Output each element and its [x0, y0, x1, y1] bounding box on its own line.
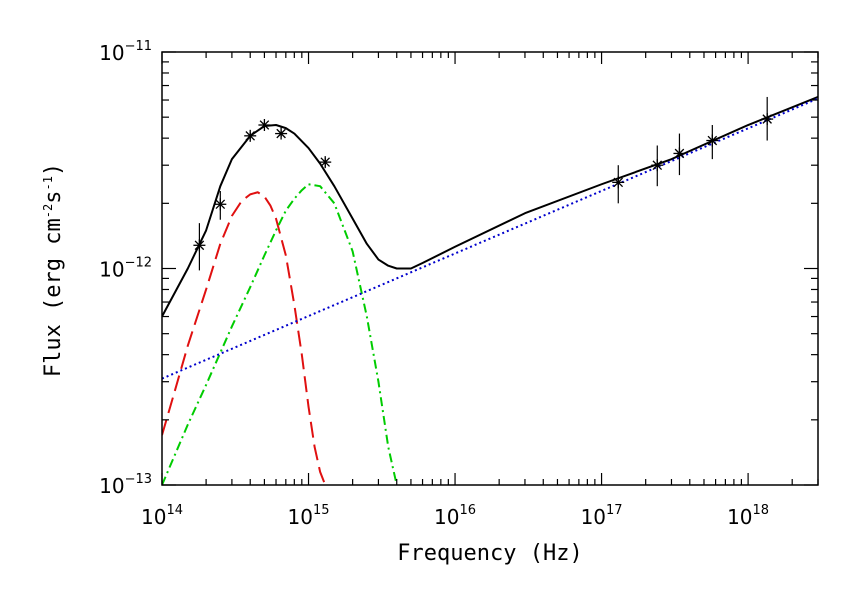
y-axis-label-prefix: Flux (erg cm	[41, 218, 66, 377]
y-axis-label-mid: s	[41, 191, 66, 204]
y-axis-label-suffix: )	[41, 163, 66, 176]
y-tick-label: 10−11	[99, 39, 152, 65]
x-tick-label: 1017	[581, 503, 623, 529]
x-tick-label: 1018	[727, 503, 769, 529]
plot-frame	[161, 51, 819, 486]
curve-dashed	[162, 191, 327, 485]
y-tick-label: 10−13	[99, 472, 152, 498]
y-axis-label-exp2: -1	[41, 176, 55, 190]
tick-labels: 1014 1015 1016 1017 1018 10−13 10−12 10−11	[99, 39, 769, 529]
x-tick-label: 1015	[288, 503, 330, 529]
x-axis-label: Frequency (Hz)	[397, 541, 582, 566]
data-point	[651, 145, 664, 187]
data-point	[275, 127, 288, 140]
data-point	[319, 156, 332, 169]
y-axis-label-exp1: -2	[41, 204, 55, 218]
data-point	[193, 223, 206, 271]
data-point	[612, 165, 625, 204]
curve-solid	[162, 96, 818, 318]
data-point	[673, 133, 686, 176]
data-point	[214, 191, 227, 220]
y-tick-label: 10−12	[99, 256, 152, 282]
axis-ticks	[161, 51, 819, 486]
data-point	[706, 125, 719, 160]
data-points	[193, 96, 774, 271]
data-point	[244, 129, 257, 142]
curve-dotted	[162, 97, 818, 380]
data-point	[761, 96, 774, 141]
curve-dashdot	[162, 183, 398, 485]
x-tick-label: 1016	[434, 503, 476, 529]
model-curves	[162, 96, 818, 485]
x-tick-label: 1014	[141, 503, 183, 529]
y-axis-label: Flux (erg cm-2s-1)	[41, 163, 66, 377]
data-point	[258, 119, 271, 132]
